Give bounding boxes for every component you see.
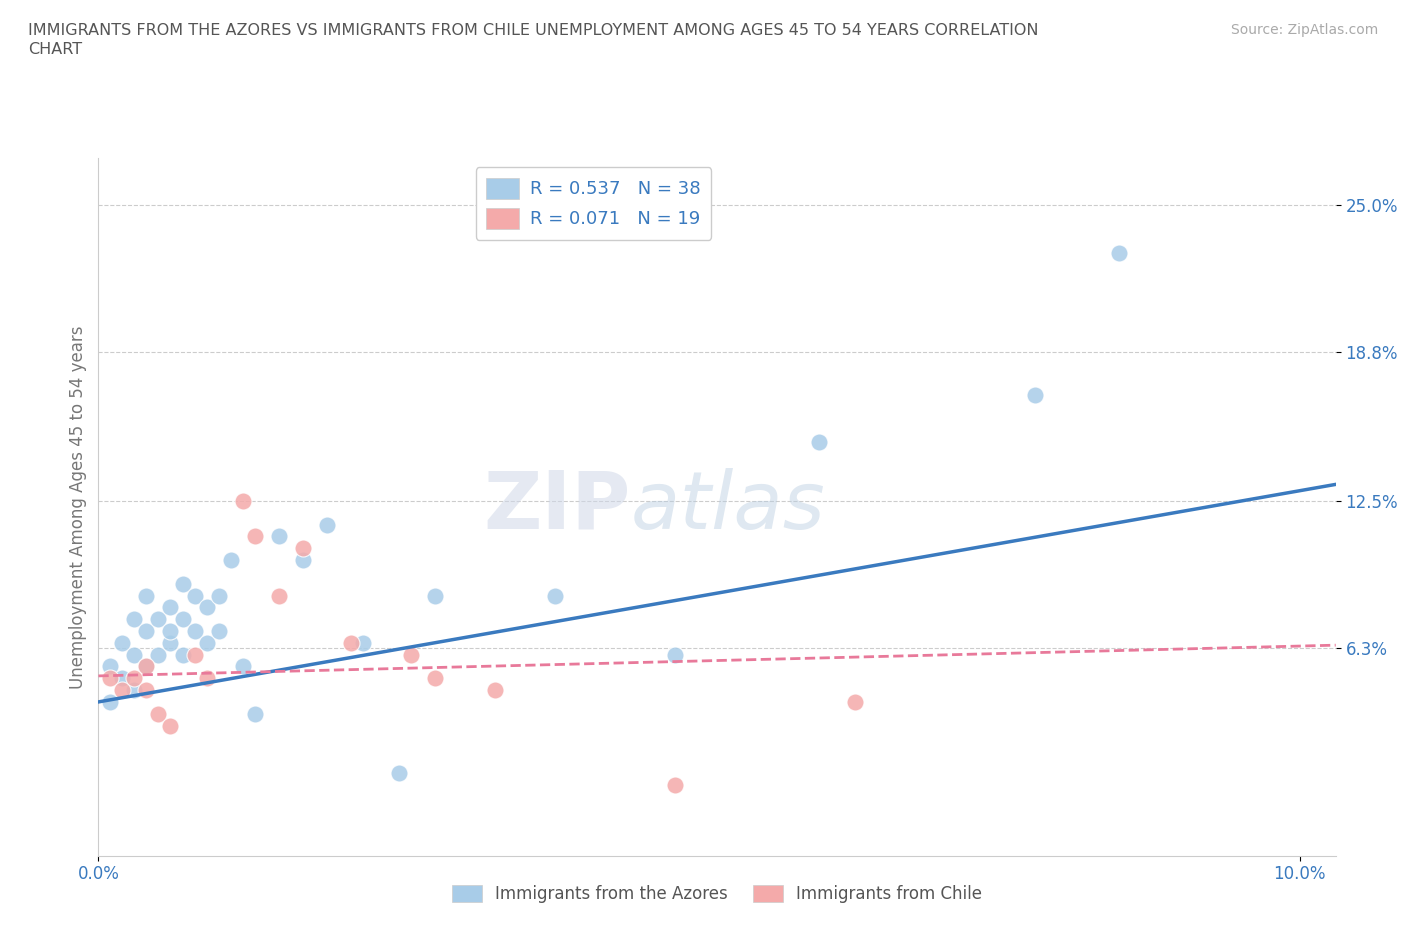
Point [135, 659, 157, 674]
Y-axis label: Unemployment Among Ages 45 to 54 years: Unemployment Among Ages 45 to 54 years [69, 326, 87, 688]
Point [423, 671, 446, 685]
Point [808, 434, 831, 449]
Point [183, 647, 205, 662]
Point [664, 777, 686, 792]
Point [664, 647, 686, 662]
Point [243, 706, 266, 721]
Point [148, 706, 170, 721]
Point [172, 577, 194, 591]
Point [183, 588, 205, 603]
Point [124, 683, 146, 698]
Point [291, 552, 314, 567]
Point [195, 635, 218, 650]
Point [423, 588, 446, 603]
Text: IMMIGRANTS FROM THE AZORES VS IMMIGRANTS FROM CHILE UNEMPLOYMENT AMONG AGES 45 T: IMMIGRANTS FROM THE AZORES VS IMMIGRANTS… [28, 23, 1039, 38]
Point [399, 647, 422, 662]
Point [148, 647, 170, 662]
Point [267, 588, 290, 603]
Legend: Immigrants from the Azores, Immigrants from Chile: Immigrants from the Azores, Immigrants f… [446, 879, 988, 910]
Point [544, 588, 567, 603]
Point [159, 718, 181, 733]
Text: ZIP: ZIP [484, 468, 630, 546]
Point [484, 683, 506, 698]
Point [111, 671, 134, 685]
Point [100, 695, 122, 710]
Point [135, 659, 157, 674]
Point [135, 588, 157, 603]
Point [232, 659, 254, 674]
Point [124, 612, 146, 627]
Point [207, 623, 229, 638]
Point [219, 552, 242, 567]
Point [135, 623, 157, 638]
Point [111, 683, 134, 698]
Point [159, 600, 181, 615]
Point [172, 612, 194, 627]
Text: Source: ZipAtlas.com: Source: ZipAtlas.com [1230, 23, 1378, 37]
Text: atlas: atlas [630, 468, 825, 546]
Point [232, 494, 254, 509]
Point [352, 635, 374, 650]
Point [388, 765, 411, 780]
Point [267, 529, 290, 544]
Point [243, 529, 266, 544]
Point [100, 671, 122, 685]
Point [207, 588, 229, 603]
Point [844, 695, 866, 710]
Point [291, 540, 314, 555]
Point [100, 659, 122, 674]
Point [315, 517, 337, 532]
Point [124, 671, 146, 685]
Point [159, 623, 181, 638]
Point [195, 600, 218, 615]
Text: CHART: CHART [28, 42, 82, 57]
Point [135, 683, 157, 698]
Point [124, 647, 146, 662]
Point [339, 635, 361, 650]
Point [148, 612, 170, 627]
Point [172, 647, 194, 662]
Point [159, 635, 181, 650]
Point [1024, 387, 1046, 402]
Point [195, 671, 218, 685]
Point [183, 623, 205, 638]
Point [1108, 246, 1130, 260]
Point [111, 635, 134, 650]
